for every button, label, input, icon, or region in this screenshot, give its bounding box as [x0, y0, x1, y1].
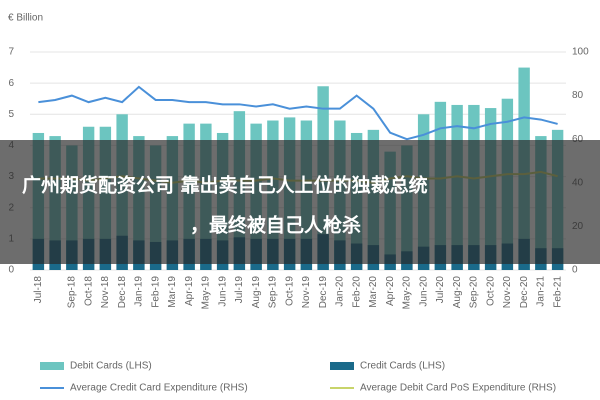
y2-tick-label: 80 [572, 90, 584, 101]
x-tick-label: Aug-20 [452, 276, 463, 309]
overlay-text: 广州期货配资公司 靠出卖自己人上位的独裁总统 [22, 174, 428, 197]
x-tick-label: Nov-18 [100, 276, 111, 309]
x-tick-label: Oct-19 [284, 276, 295, 306]
x-tick-label: Feb-21 [552, 276, 563, 308]
overlay-text: ，最终被自己人枪杀 [190, 214, 361, 237]
legend-label: Debit Cards (LHS) [70, 361, 152, 372]
x-tick-label: Jun-19 [217, 276, 228, 307]
x-tick-label: Nov-19 [301, 276, 312, 309]
x-tick-label: Jun-20 [418, 276, 429, 307]
x-tick-label: Feb-20 [351, 276, 362, 308]
x-tick-label: May-20 [402, 276, 413, 310]
y-tick-label: 0 [8, 265, 14, 276]
legend-label: Average Credit Card Expenditure (RHS) [70, 383, 248, 394]
x-tick-label: Dec-20 [519, 276, 530, 309]
legend-label: Average Debit Card PoS Expenditure (RHS) [360, 383, 556, 394]
x-tick-label: Sep-18 [67, 276, 78, 309]
x-tick-label: Jan-21 [536, 276, 547, 307]
x-tick-label: Jan-19 [134, 276, 145, 307]
line [38, 85, 558, 141]
y2-tick-label: 60 [572, 134, 584, 145]
x-tick-label: Apr-20 [385, 276, 396, 306]
x-tick-label: Feb-19 [150, 276, 161, 308]
y-tick-label: 6 [8, 78, 14, 89]
legend-label: Credit Cards (LHS) [360, 361, 445, 372]
x-tick-label: Aug-19 [251, 276, 262, 309]
overlay-banner [0, 140, 600, 264]
legend-swatch [330, 362, 354, 370]
x-tick-label: Dec-18 [117, 276, 128, 309]
x-tick-label: Oct-18 [83, 276, 94, 306]
x-tick-label: Jul-19 [234, 276, 245, 304]
x-tick-label: Apr-19 [184, 276, 195, 306]
y-tick-label: 5 [8, 109, 14, 120]
x-tick-label: Jul-20 [435, 276, 446, 304]
y2-tick-label: 0 [572, 265, 578, 276]
x-tick-label: Mar-20 [368, 276, 379, 308]
x-tick-label: May-19 [201, 276, 212, 310]
x-tick-label: Sep-20 [469, 276, 480, 309]
x-tick-label: Nov-20 [502, 276, 513, 309]
x-tick-label: Jan-20 [335, 276, 346, 307]
x-tick-label: Oct-20 [485, 276, 496, 306]
x-tick-label: Dec-19 [318, 276, 329, 309]
x-tick-label: Mar-19 [167, 276, 178, 308]
legend-swatch [40, 362, 64, 370]
y2-tick-label: 100 [572, 47, 589, 58]
y-tick-label: 7 [8, 47, 14, 58]
x-tick-label: Sep-19 [268, 276, 279, 309]
y-axis-label: € Billion [8, 13, 43, 24]
x-tick-label: Jul-18 [33, 276, 44, 304]
